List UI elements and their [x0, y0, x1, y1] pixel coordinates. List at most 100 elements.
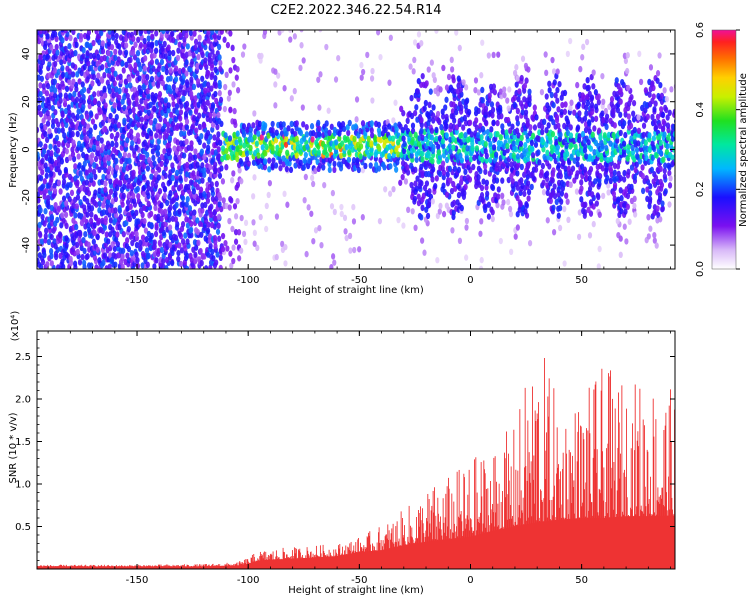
heatmap-cell [188, 152, 193, 159]
heatmap-cell [450, 66, 455, 73]
heatmap-cell [274, 129, 279, 136]
heatmap-cell [441, 182, 446, 189]
heatmap-cell [99, 76, 104, 83]
heatmap-cell [299, 30, 304, 33]
heatmap-cell [39, 175, 44, 182]
heatmap-cell [515, 153, 521, 160]
heatmap-cell [116, 252, 121, 259]
heatmap-cell [219, 165, 224, 172]
heatmap-cell [159, 58, 165, 66]
heatmap-cell [135, 57, 140, 64]
heatmap-cell [90, 118, 96, 125]
heatmap-cell [97, 257, 102, 264]
heatmap-cell [413, 166, 418, 174]
heatmap-cell [135, 185, 140, 193]
heatmap-cell [117, 152, 123, 159]
heatmap-cell [581, 43, 586, 51]
heatmap-cell [102, 224, 107, 231]
heatmap-cell [69, 189, 75, 197]
heatmap-cell [195, 217, 200, 224]
heatmap-cell [235, 197, 240, 205]
heatmap-cell [436, 149, 442, 156]
heatmap-cell [56, 161, 61, 169]
heatmap-cell [49, 176, 54, 183]
heatmap-cell [71, 30, 76, 36]
heatmap-cell [661, 118, 666, 126]
heatmap-cell [217, 90, 222, 97]
heatmap-cell [576, 101, 581, 108]
heatmap-cell [515, 224, 520, 231]
heatmap-cell [658, 139, 663, 146]
heatmap-cell [230, 177, 235, 184]
heatmap-cell [645, 113, 650, 121]
heatmap-cell [49, 170, 54, 178]
heatmap-cell [236, 229, 242, 236]
heatmap-cell [658, 165, 663, 173]
heatmap-cell [38, 90, 43, 98]
heatmap-cell [632, 126, 637, 134]
heatmap-cell [117, 179, 123, 186]
heatmap-cell [127, 76, 132, 83]
heatmap-cell [108, 178, 113, 185]
heatmap-cell [81, 103, 86, 110]
heatmap-cell [562, 205, 567, 213]
heatmap-cell [388, 163, 393, 170]
heatmap-cell [193, 251, 198, 258]
heatmap-cell [281, 121, 286, 128]
heatmap-cell [324, 43, 329, 51]
heatmap-cell [398, 123, 403, 130]
heatmap-cell [488, 157, 493, 164]
heatmap-cell [189, 90, 194, 97]
heatmap-cell [45, 120, 51, 127]
heatmap-cell [45, 33, 50, 40]
heatmap-cell [451, 101, 456, 108]
heatmap-cell [650, 80, 655, 87]
heatmap-cell [71, 217, 76, 224]
heatmap-cell [191, 188, 197, 195]
heatmap-cell [587, 185, 593, 193]
heatmap-cell [214, 180, 219, 188]
heatmap-cell [121, 30, 126, 36]
heatmap-cell [205, 197, 211, 204]
heatmap-cell [593, 139, 599, 147]
heatmap-cell [479, 218, 484, 225]
heatmap-cell [513, 233, 518, 240]
heatmap-cell [197, 112, 202, 119]
heatmap-cell [360, 120, 366, 127]
heatmap-cell [238, 149, 243, 156]
heatmap-cell [317, 224, 322, 232]
heatmap-cell [218, 65, 223, 73]
heatmap-cell [251, 219, 256, 226]
heatmap-cell [75, 113, 80, 121]
heatmap-cell [205, 99, 210, 106]
heatmap-cell [72, 260, 78, 267]
heatmap-cell [54, 117, 59, 125]
heatmap-cell [40, 213, 45, 221]
heatmap-cell [199, 132, 204, 140]
heatmap-cell [145, 74, 150, 81]
heatmap-cell [95, 139, 100, 147]
heatmap-cell [113, 207, 118, 214]
heatmap-cell [604, 144, 609, 152]
heatmap-cell [303, 173, 308, 181]
heatmap-cell [498, 104, 503, 112]
heatmap-cell [92, 91, 97, 98]
heatmap-cell [288, 36, 293, 43]
heatmap-cell [529, 145, 534, 152]
heatmap-cell [153, 230, 159, 238]
heatmap-cell [40, 95, 46, 103]
heatmap-cell [99, 95, 105, 102]
heatmap-cell [92, 143, 97, 151]
heatmap-cell [467, 108, 472, 116]
heatmap-cell [584, 38, 590, 46]
heatmap-cell [532, 124, 538, 131]
heatmap-cell [618, 251, 623, 259]
heatmap-cell [209, 203, 214, 210]
spectrogram-x-tick-label: 0 [467, 275, 473, 286]
heatmap-cell [317, 125, 322, 132]
heatmap-cell [576, 233, 582, 241]
heatmap-cell [68, 154, 73, 161]
heatmap-cell [103, 186, 108, 193]
heatmap-cell [608, 140, 613, 147]
heatmap-cell [222, 36, 227, 43]
